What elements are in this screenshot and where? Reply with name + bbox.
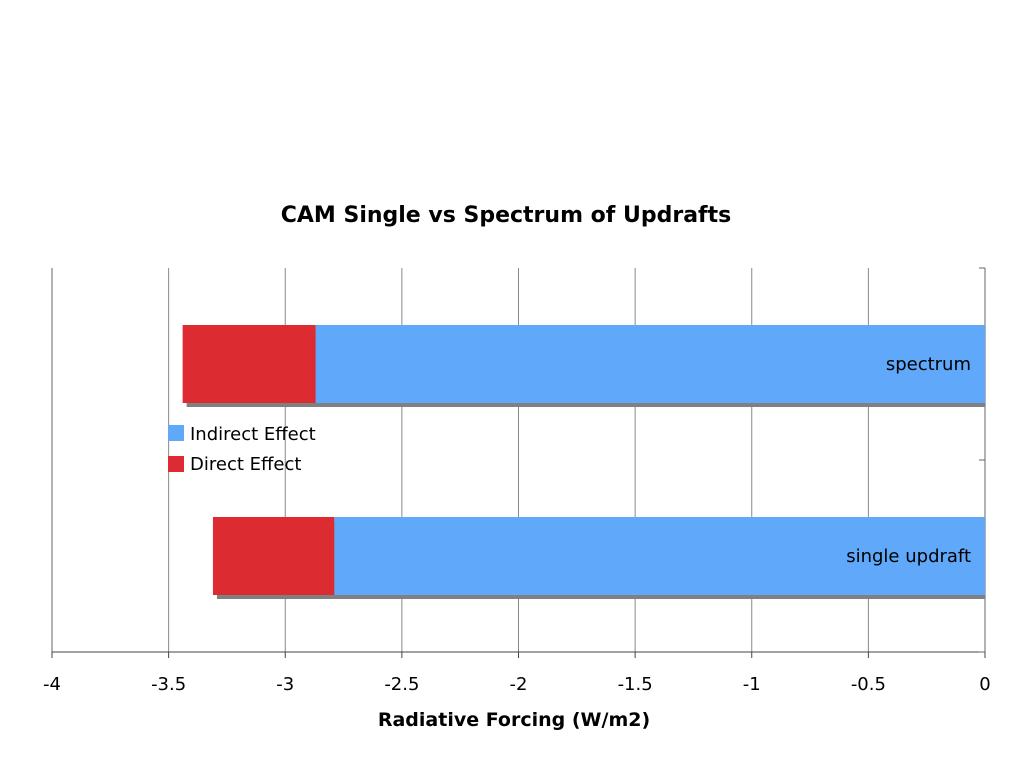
bar-indirect-effect-spectrum — [315, 325, 985, 403]
category-label: spectrum — [886, 354, 971, 375]
x-tick-labels: -4 -3.5 -3 -2.5 -2 -1.5 -1 -0.5 0 — [43, 674, 991, 695]
legend-swatch-direct-effect — [168, 456, 184, 472]
bar-direct-effect-spectrum — [182, 325, 316, 403]
x-tick-label: 0 — [979, 674, 990, 695]
x-tick-label: -1 — [743, 674, 761, 695]
legend-label-direct-effect: Direct Effect — [190, 454, 301, 475]
x-tick-label: -3 — [276, 674, 294, 695]
category-label: single updraft — [846, 546, 971, 567]
legend-label-indirect-effect: Indirect Effect — [190, 424, 316, 445]
x-axis-label: Radiative Forcing (W/m2) — [378, 709, 650, 731]
x-tick-label: -4 — [43, 674, 61, 695]
legend: Indirect Effect Direct Effect — [168, 424, 316, 475]
x-tick-label: -0.5 — [851, 674, 886, 695]
legend-swatch-indirect-effect — [168, 425, 184, 441]
category-labels: spectrum single updraft — [846, 354, 971, 567]
x-tick-label: -1.5 — [618, 674, 653, 695]
chart-title: CAM Single vs Spectrum of Updrafts — [281, 203, 731, 228]
bars — [182, 325, 985, 599]
x-tick-label: -2.5 — [384, 674, 419, 695]
bar-indirect-effect-single-updraft — [334, 517, 985, 595]
bar-direct-effect-single-updraft — [212, 517, 335, 595]
x-tick-label: -3.5 — [151, 674, 186, 695]
x-tick-label: -2 — [510, 674, 528, 695]
axes — [51, 267, 986, 658]
